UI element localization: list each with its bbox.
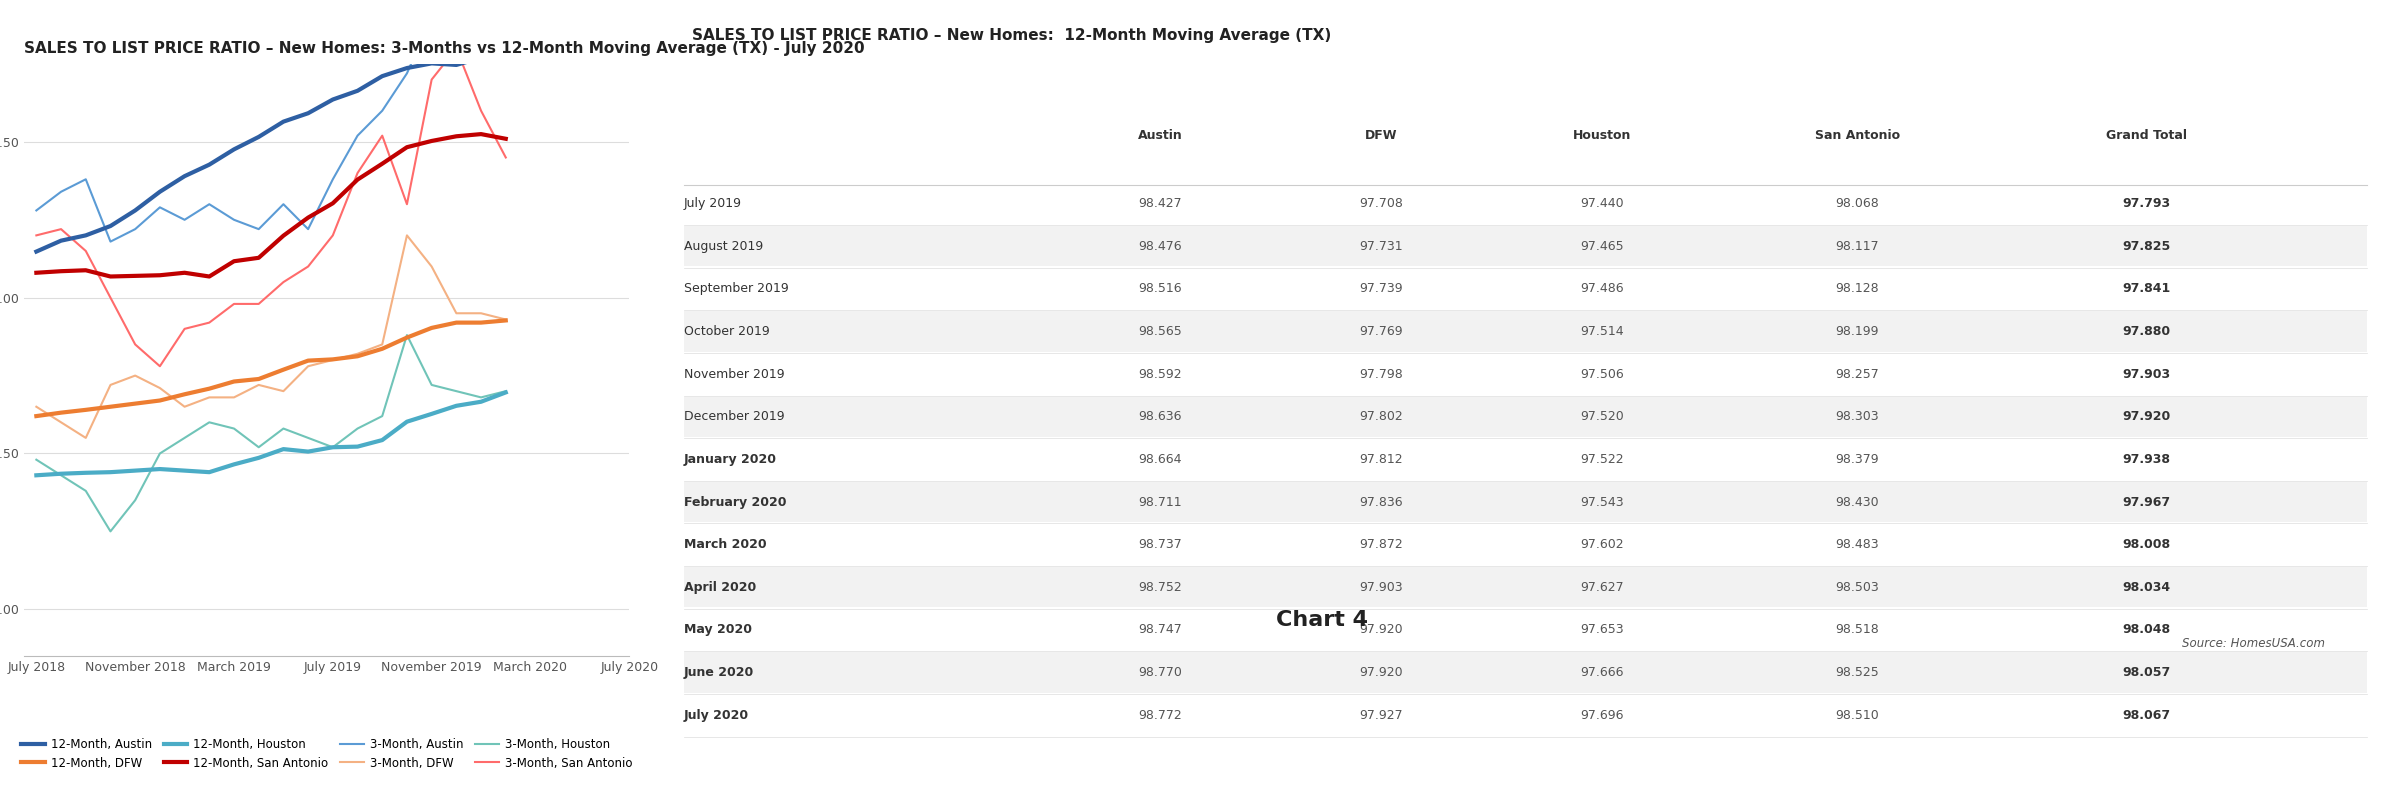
Text: 98.067: 98.067 — [2122, 709, 2170, 722]
Text: March 2020: March 2020 — [684, 538, 766, 551]
Text: 97.802: 97.802 — [1358, 410, 1404, 423]
Text: 97.440: 97.440 — [1582, 198, 1625, 210]
Text: SALES TO LIST PRICE RATIO – New Homes:  12-Month Moving Average (TX): SALES TO LIST PRICE RATIO – New Homes: 1… — [694, 29, 1332, 43]
Text: 98.199: 98.199 — [1836, 325, 1879, 338]
Text: 98.068: 98.068 — [1836, 198, 1879, 210]
Text: 98.483: 98.483 — [1836, 538, 1879, 551]
Text: Austin: Austin — [1138, 129, 1183, 142]
Text: 97.872: 97.872 — [1358, 538, 1404, 551]
Text: 97.841: 97.841 — [2122, 282, 2170, 295]
Text: 97.967: 97.967 — [2122, 495, 2170, 509]
Text: 97.696: 97.696 — [1582, 709, 1625, 722]
Text: June 2020: June 2020 — [684, 666, 754, 679]
Text: January 2020: January 2020 — [684, 453, 778, 466]
Text: 98.711: 98.711 — [1138, 495, 1181, 509]
Text: 97.506: 97.506 — [1579, 368, 1625, 381]
Text: September 2019: September 2019 — [684, 282, 790, 295]
Text: 98.518: 98.518 — [1836, 623, 1879, 637]
Text: 97.627: 97.627 — [1582, 581, 1625, 594]
Text: 97.836: 97.836 — [1358, 495, 1404, 509]
Text: November 2019: November 2019 — [684, 368, 785, 381]
Text: 97.653: 97.653 — [1582, 623, 1625, 637]
Text: 98.430: 98.430 — [1836, 495, 1879, 509]
Text: 97.793: 97.793 — [2122, 198, 2170, 210]
FancyBboxPatch shape — [684, 653, 2366, 693]
Text: 98.752: 98.752 — [1138, 581, 1181, 594]
Text: 97.666: 97.666 — [1582, 666, 1625, 679]
Text: 98.427: 98.427 — [1138, 198, 1181, 210]
Text: 98.379: 98.379 — [1836, 453, 1879, 466]
Text: 97.798: 97.798 — [1358, 368, 1404, 381]
Text: 98.516: 98.516 — [1138, 282, 1181, 295]
FancyBboxPatch shape — [684, 226, 2366, 266]
Text: Grand Total: Grand Total — [2105, 129, 2186, 142]
Text: 98.636: 98.636 — [1138, 410, 1181, 423]
Text: 97.731: 97.731 — [1358, 240, 1404, 253]
Text: 97.825: 97.825 — [2122, 240, 2170, 253]
Text: 97.514: 97.514 — [1582, 325, 1625, 338]
Text: 98.117: 98.117 — [1836, 240, 1879, 253]
Text: 98.476: 98.476 — [1138, 240, 1181, 253]
Text: 97.920: 97.920 — [1358, 666, 1404, 679]
Text: 98.034: 98.034 — [2122, 581, 2170, 594]
Text: July 2020: July 2020 — [684, 709, 749, 722]
Text: 98.737: 98.737 — [1138, 538, 1181, 551]
Text: 98.128: 98.128 — [1836, 282, 1879, 295]
Text: 97.903: 97.903 — [1358, 581, 1404, 594]
FancyBboxPatch shape — [684, 567, 2366, 607]
FancyBboxPatch shape — [684, 311, 2366, 352]
Text: 97.903: 97.903 — [2122, 368, 2170, 381]
Text: 98.303: 98.303 — [1836, 410, 1879, 423]
Legend: 12-Month, Austin, 12-Month, DFW, 12-Month, Houston, 12-Month, San Antonio, 3-Mon: 12-Month, Austin, 12-Month, DFW, 12-Mont… — [17, 733, 636, 774]
FancyBboxPatch shape — [684, 482, 2366, 522]
Text: 98.770: 98.770 — [1138, 666, 1183, 679]
Text: 98.592: 98.592 — [1138, 368, 1181, 381]
Text: 98.008: 98.008 — [2122, 538, 2170, 551]
Text: 97.486: 97.486 — [1582, 282, 1625, 295]
Text: SALES TO LIST PRICE RATIO – New Homes: 3-Months vs 12-Month Moving Average (TX) : SALES TO LIST PRICE RATIO – New Homes: 3… — [24, 41, 864, 56]
Text: 97.465: 97.465 — [1582, 240, 1625, 253]
Text: 97.938: 97.938 — [2122, 453, 2170, 466]
Text: October 2019: October 2019 — [684, 325, 770, 338]
Text: 97.708: 97.708 — [1358, 198, 1404, 210]
Text: Source: HomesUSA.com: Source: HomesUSA.com — [2182, 637, 2326, 650]
Text: 97.880: 97.880 — [2122, 325, 2170, 338]
Text: 97.812: 97.812 — [1358, 453, 1404, 466]
Text: 98.525: 98.525 — [1836, 666, 1879, 679]
Text: 98.057: 98.057 — [2122, 666, 2170, 679]
Text: Chart 4: Chart 4 — [1277, 610, 1368, 630]
Text: 97.520: 97.520 — [1579, 410, 1625, 423]
Text: San Antonio: San Antonio — [1814, 129, 1901, 142]
Text: 97.920: 97.920 — [1358, 623, 1404, 637]
Text: 97.769: 97.769 — [1358, 325, 1404, 338]
Text: 97.927: 97.927 — [1358, 709, 1404, 722]
Text: DFW: DFW — [1366, 129, 1397, 142]
Text: 98.747: 98.747 — [1138, 623, 1181, 637]
Text: 98.048: 98.048 — [2122, 623, 2170, 637]
Text: Houston: Houston — [1572, 129, 1632, 142]
Text: 97.602: 97.602 — [1582, 538, 1625, 551]
FancyBboxPatch shape — [684, 397, 2366, 437]
Text: 97.522: 97.522 — [1582, 453, 1625, 466]
Text: 98.257: 98.257 — [1836, 368, 1879, 381]
Text: April 2020: April 2020 — [684, 581, 756, 594]
Text: May 2020: May 2020 — [684, 623, 751, 637]
Text: 98.503: 98.503 — [1836, 581, 1879, 594]
Text: August 2019: August 2019 — [684, 240, 763, 253]
Text: July 2019: July 2019 — [684, 198, 742, 210]
Text: 97.543: 97.543 — [1582, 495, 1625, 509]
Text: 98.664: 98.664 — [1138, 453, 1181, 466]
Text: 98.565: 98.565 — [1138, 325, 1181, 338]
Text: February 2020: February 2020 — [684, 495, 787, 509]
Text: 97.920: 97.920 — [2122, 410, 2170, 423]
Text: 98.772: 98.772 — [1138, 709, 1181, 722]
Text: December 2019: December 2019 — [684, 410, 785, 423]
Text: 97.739: 97.739 — [1358, 282, 1404, 295]
Text: 98.510: 98.510 — [1836, 709, 1879, 722]
